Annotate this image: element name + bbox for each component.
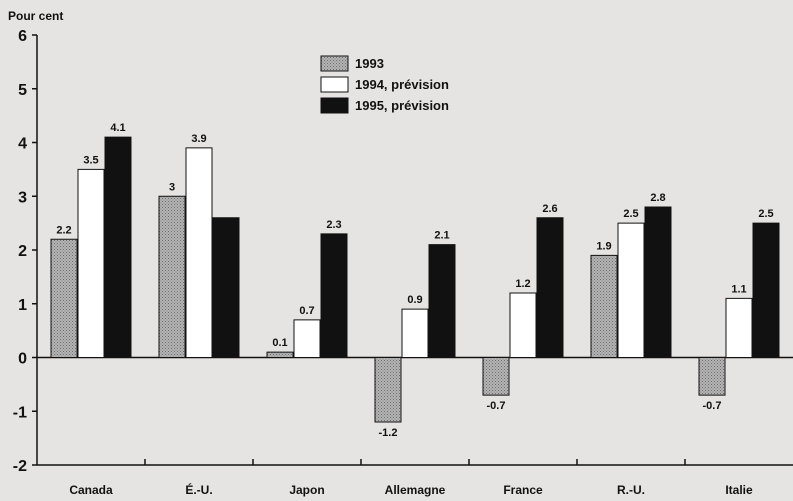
data-label: 2.6 [542,203,557,215]
y-tick-label: 2 [18,243,27,260]
data-label: 1.2 [515,278,530,290]
category-label: France [503,483,543,497]
bar [590,254,618,358]
data-label: 2.2 [56,224,71,236]
bar [644,206,672,358]
bar [320,233,348,358]
bar [104,136,132,358]
bar [50,238,78,358]
bar [212,217,240,358]
category-label: Canada [69,483,113,497]
data-label: 3.5 [83,154,98,166]
legend-label: 1993 [355,56,384,71]
legend-label: 1994, prévision [355,77,449,92]
bar [293,319,321,358]
legend: 1993 1994, prévision 1995, prévision [320,55,449,114]
bar [158,195,186,358]
data-label: 2.8 [650,192,665,204]
data-label: 4.1 [110,122,125,134]
data-label: 2.3 [326,219,341,231]
y-tick-label: 6 [18,28,27,45]
data-label: 2.1 [434,230,449,242]
category-label: É.-U. [185,482,212,497]
bar [725,297,753,358]
data-label: 0.7 [299,305,314,317]
y-tick-label: 3 [18,189,27,206]
bar [482,357,510,396]
data-label: 3 [169,181,175,193]
data-label: 1.1 [731,283,746,295]
category-label: Italie [725,483,753,497]
bar [374,357,402,423]
bar [185,147,213,358]
data-label: 2.5 [623,208,638,220]
category-label: Japon [289,483,324,497]
data-label: -1.2 [379,427,398,439]
bar [617,222,645,358]
data-label: 0.9 [407,294,422,306]
y-tick-label: 1 [18,297,27,314]
data-label: -0.7 [703,400,722,412]
y-tick-label: -1 [13,404,27,421]
y-axis-label: Pour cent [8,9,63,23]
bar [428,244,456,358]
y-tick-label: 5 [18,82,27,99]
legend-swatch [320,55,349,72]
legend-swatch [320,97,349,114]
bar [77,168,105,358]
data-label: 0.1 [272,337,287,349]
category-label: R.-U. [617,483,645,497]
data-label: 3.9 [191,133,206,145]
bars: 2.2 3.5 4.1 3 3.9 0.1 0.7 2.3 -1.2 0.9 2.1 -0.7 1.2 2… [50,122,780,439]
data-label: 1.9 [596,240,611,252]
bar [698,357,726,396]
data-label: 2.5 [758,208,773,220]
bar [266,351,294,358]
category-label: Allemagne [385,483,446,497]
bar [536,217,564,358]
bar [401,308,429,358]
y-tick-label: -2 [13,458,27,475]
bar [509,292,537,358]
bar [752,222,780,358]
y-tick-label: 0 [18,351,27,368]
data-label: -0.7 [487,400,506,412]
y-tick-label: 4 [18,136,27,153]
legend-swatch [320,76,349,93]
legend-label: 1995, prévision [355,98,449,113]
